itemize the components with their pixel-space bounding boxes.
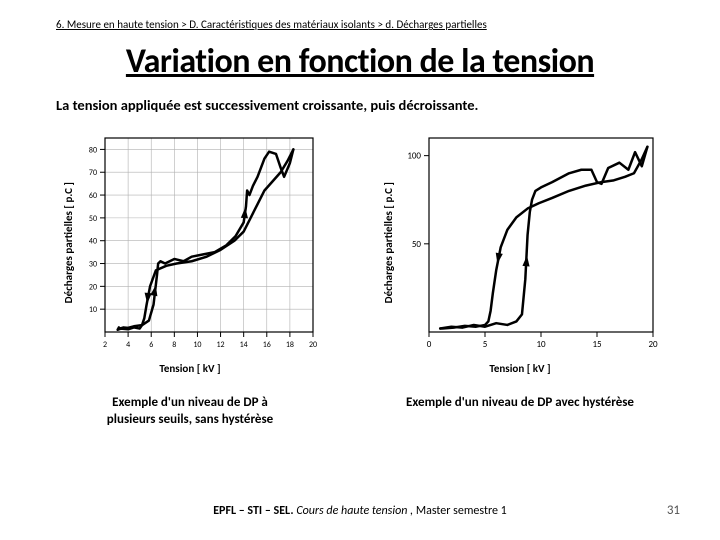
svg-text:20: 20 xyxy=(308,340,316,350)
chart1-caption-line2: plusieurs seuils, sans hystérèse xyxy=(107,412,273,427)
footer: EPFL – STI – SEL. Cours de haute tension… xyxy=(0,504,720,518)
footer-bold: EPFL – STI – SEL. xyxy=(213,504,293,518)
chart1: 2 4 6 8 10 12 14 16 18 20 10 20 30 40 50 60 70 80 xyxy=(79,128,319,358)
page-number: 31 xyxy=(667,503,680,518)
svg-text:8: 8 xyxy=(172,340,176,350)
svg-text:80: 80 xyxy=(88,145,96,155)
subtitle: La tension appliquée est successivement … xyxy=(0,96,720,114)
svg-text:16: 16 xyxy=(262,340,270,350)
svg-text:40: 40 xyxy=(88,237,96,247)
chart-right-block: Décharges partielles [ p.C ] 0 5 10 15 20 50 1… xyxy=(382,128,659,412)
footer-italic: Cours de haute tension , xyxy=(294,504,414,518)
footer-rest: Master semestre 1 xyxy=(413,504,507,518)
svg-text:18: 18 xyxy=(285,340,293,350)
chart2-ylabel: Décharges partielles [ p.C ] xyxy=(382,182,395,303)
svg-text:15: 15 xyxy=(592,339,602,350)
svg-text:6: 6 xyxy=(149,340,153,350)
chart1-xlabel: Tension [ kV ] xyxy=(159,362,220,375)
charts-row: Décharges partielles [ p.C ] 2 4 6 8 10 12 14 1… xyxy=(0,128,720,429)
svg-text:70: 70 xyxy=(88,168,96,178)
svg-text:30: 30 xyxy=(88,260,96,270)
svg-text:50: 50 xyxy=(88,214,96,224)
chart1-caption-line1: Exemple d'un niveau de DP à xyxy=(112,395,268,410)
chart1-caption: Exemple d'un niveau de DP à plusieurs se… xyxy=(107,395,273,429)
svg-text:50: 50 xyxy=(411,239,421,250)
breadcrumb: 6. Mesure en haute tension > D. Caractér… xyxy=(0,0,720,31)
page-title: Variation en fonction de la tension xyxy=(0,41,720,82)
chart2-xlabel: Tension [ kV ] xyxy=(489,362,550,375)
svg-text:4: 4 xyxy=(126,340,130,350)
svg-text:2: 2 xyxy=(102,340,106,350)
svg-text:10: 10 xyxy=(536,339,546,350)
chart-left-block: Décharges partielles [ p.C ] 2 4 6 8 10 12 14 1… xyxy=(62,128,319,429)
svg-text:0: 0 xyxy=(426,339,431,350)
svg-text:20: 20 xyxy=(648,339,658,350)
svg-text:14: 14 xyxy=(239,340,247,350)
svg-text:10: 10 xyxy=(193,340,201,350)
chart2-caption: Exemple d'un niveau de DP avec hystérèse xyxy=(406,395,634,412)
svg-text:20: 20 xyxy=(88,282,96,292)
svg-text:60: 60 xyxy=(88,191,96,201)
chart1-ylabel: Décharges partielles [ p.C ] xyxy=(62,182,75,303)
svg-text:5: 5 xyxy=(482,339,487,350)
svg-text:10: 10 xyxy=(88,305,96,315)
svg-text:12: 12 xyxy=(216,340,224,350)
chart2: 0 5 10 15 20 50 100 xyxy=(399,128,659,358)
svg-text:100: 100 xyxy=(407,151,421,162)
